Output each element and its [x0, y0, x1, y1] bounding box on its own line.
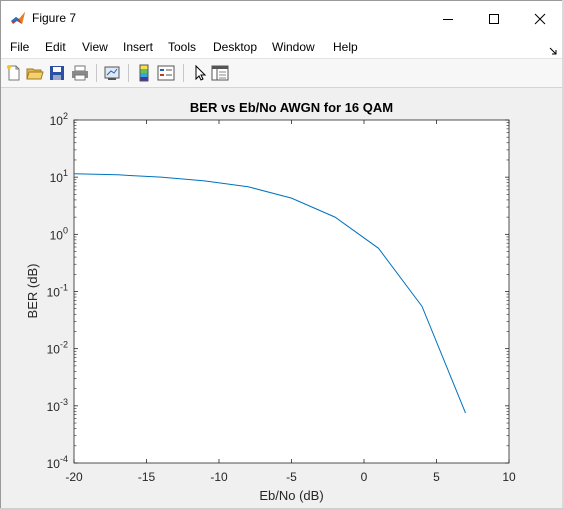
- close-button[interactable]: [517, 1, 563, 36]
- y-tick-exponent: -4: [60, 454, 68, 464]
- x-tick-label: 0: [361, 470, 368, 484]
- menu-window[interactable]: Window: [272, 40, 315, 54]
- axes-background[interactable]: [74, 120, 509, 463]
- background-window-edge: [562, 0, 564, 510]
- insert-colorbar-icon[interactable]: [135, 64, 153, 82]
- y-tick-base: 10: [50, 171, 64, 185]
- toolbar-separator: [183, 64, 184, 82]
- y-tick-exponent: -2: [60, 340, 68, 350]
- print-icon[interactable]: [71, 64, 89, 82]
- x-tick-label: -20: [65, 470, 83, 484]
- maximize-icon: [489, 13, 499, 24]
- title-bar[interactable]: Figure 7: [1, 1, 563, 36]
- y-tick-exponent: 1: [63, 168, 68, 178]
- edit-plot-arrow-icon[interactable]: [190, 64, 208, 82]
- menu-desktop[interactable]: Desktop: [213, 40, 258, 54]
- plot[interactable]: -20 -15 -10 -5 0 5 1010-410-310-210-1100101102…: [0, 87, 562, 508]
- y-tick-label: 10-1: [47, 283, 68, 300]
- y-tick-label: 10-3: [47, 397, 68, 414]
- maximize-button[interactable]: [471, 1, 517, 36]
- toolbar: [1, 59, 563, 88]
- chart-title: BER vs Eb/No AWGN for 16 QAM: [190, 100, 393, 115]
- x-tick-label: 10: [502, 470, 516, 484]
- y-tick-label: 102: [50, 111, 68, 128]
- x-tick-label: -15: [138, 470, 156, 484]
- minimize-icon: [443, 18, 453, 20]
- toolbar-separator: [96, 64, 97, 82]
- y-tick-base: 10: [47, 286, 61, 300]
- link-plot-icon[interactable]: [103, 64, 121, 82]
- insert-legend-icon[interactable]: [157, 64, 175, 82]
- x-axis-label: Eb/No (dB): [259, 488, 323, 503]
- y-tick-base: 10: [47, 457, 61, 471]
- property-inspector-icon[interactable]: [211, 64, 229, 82]
- dock-arrow-icon[interactable]: [549, 42, 557, 55]
- y-axis-label: BER (dB): [25, 264, 40, 319]
- minimize-button[interactable]: [425, 1, 471, 36]
- menu-insert[interactable]: Insert: [123, 40, 154, 54]
- open-file-icon[interactable]: [26, 64, 44, 82]
- menu-bar: File Edit View Insert Tools Desktop Wind…: [1, 36, 563, 59]
- y-tick-label: 10-4: [47, 454, 68, 471]
- window-title: Figure 7: [32, 11, 77, 25]
- axes-box: [73, 119, 510, 464]
- menu-view[interactable]: View: [82, 40, 108, 54]
- y-tick-label: 10-2: [47, 340, 68, 357]
- y-tick-exponent: 0: [63, 225, 68, 235]
- y-tick-exponent: -3: [60, 397, 68, 407]
- menu-edit[interactable]: Edit: [45, 40, 66, 54]
- y-tick-label: 100: [50, 225, 68, 242]
- background-window-edge: [0, 508, 564, 510]
- new-figure-icon[interactable]: [5, 64, 23, 82]
- menu-help[interactable]: Help: [333, 40, 358, 54]
- y-tick-base: 10: [50, 114, 64, 128]
- y-tick-exponent: -1: [60, 283, 68, 293]
- x-tick-label: -10: [210, 470, 228, 484]
- menu-tools[interactable]: Tools: [168, 40, 197, 54]
- toolbar-separator: [128, 64, 129, 82]
- y-tick-label: 101: [50, 168, 68, 185]
- close-icon: [534, 13, 546, 24]
- x-tick-label: 5: [433, 470, 440, 484]
- y-tick-base: 10: [47, 400, 61, 414]
- y-tick-base: 10: [50, 228, 64, 242]
- y-tick-exponent: 2: [63, 111, 68, 121]
- matlab-icon: [10, 11, 26, 27]
- menu-file[interactable]: File: [10, 40, 30, 54]
- save-icon[interactable]: [48, 64, 66, 82]
- x-tick-label: -5: [286, 470, 297, 484]
- y-tick-base: 10: [47, 343, 61, 357]
- ber-curve[interactable]: [73, 173, 466, 414]
